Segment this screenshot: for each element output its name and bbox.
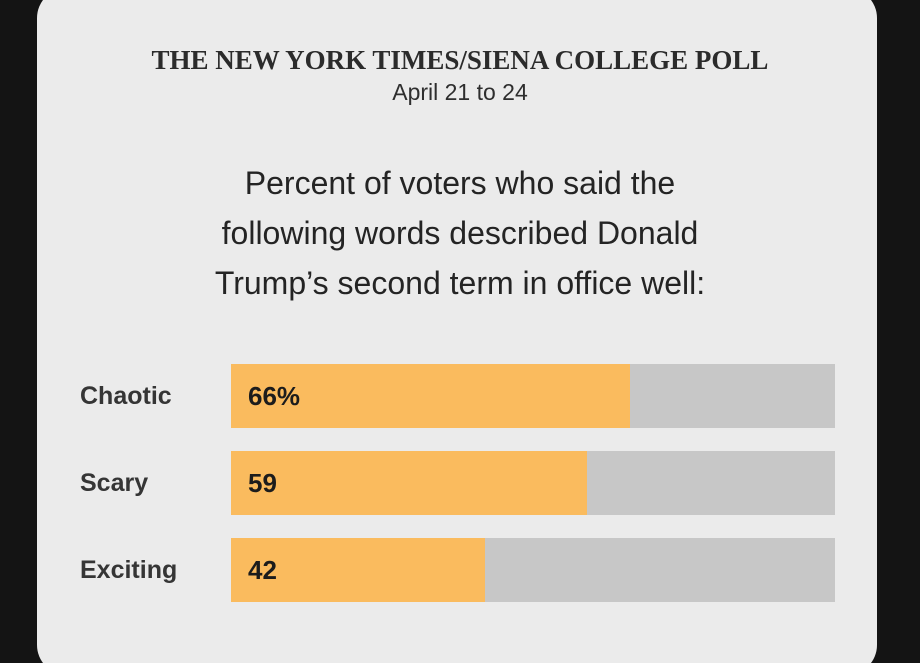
bar-label-scary: Scary xyxy=(80,468,149,497)
bar-label-exciting: Exciting xyxy=(80,555,178,584)
bar-row-scary: Scary 59 xyxy=(80,451,835,515)
bar-row-exciting: Exciting 42 xyxy=(80,538,835,602)
poll-question-line-3: Trump’s second term in office well: xyxy=(214,265,706,301)
poll-question: Percent of voters who said the following… xyxy=(0,158,920,308)
poll-date-range: April 21 to 24 xyxy=(392,79,528,105)
bar-row-chaotic: Chaotic 66% xyxy=(80,364,835,428)
poll-question-line-2: following words described Donald xyxy=(221,215,699,251)
poll-source-kicker: THE NEW YORK TIMES/SIENA COLLEGE POLL xyxy=(151,45,769,75)
bar-value-chaotic: 66% xyxy=(248,381,301,411)
bar-track-scary: 59 xyxy=(231,451,835,515)
bar-fill-chaotic xyxy=(231,364,630,428)
bar-track-chaotic: 66% xyxy=(231,364,835,428)
poll-question-line-1: Percent of voters who said the xyxy=(244,165,676,201)
bar-label-chaotic: Chaotic xyxy=(80,381,172,410)
bar-track-exciting: 42 xyxy=(231,538,835,602)
bar-fill-scary xyxy=(231,451,588,515)
bar-value-exciting: 42 xyxy=(248,555,277,585)
bar-value-scary: 59 xyxy=(248,468,277,498)
bar-fill-exciting xyxy=(231,538,485,602)
